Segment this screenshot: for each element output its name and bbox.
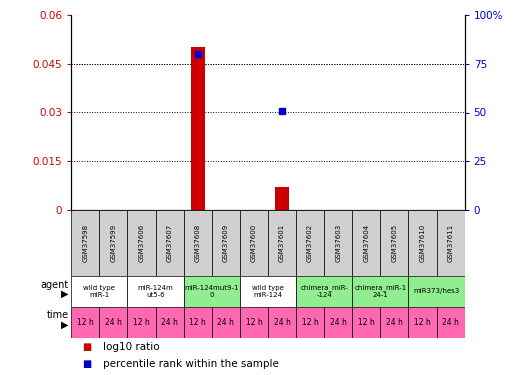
Text: GSM37610: GSM37610 xyxy=(419,224,426,262)
Text: GSM37598: GSM37598 xyxy=(82,224,88,262)
Bar xyxy=(212,307,240,338)
Text: GSM37601: GSM37601 xyxy=(279,224,285,262)
Text: ▶: ▶ xyxy=(61,320,69,330)
Bar xyxy=(324,307,352,338)
Text: GSM37607: GSM37607 xyxy=(167,224,173,262)
Text: GSM37604: GSM37604 xyxy=(363,224,369,262)
Text: chimera_miR-
-124: chimera_miR- -124 xyxy=(300,285,348,298)
Text: 24 h: 24 h xyxy=(386,318,403,327)
Text: GSM37606: GSM37606 xyxy=(138,224,145,262)
Text: ■: ■ xyxy=(82,359,91,369)
Text: GSM37600: GSM37600 xyxy=(251,224,257,262)
Text: log10 ratio: log10 ratio xyxy=(103,342,159,352)
Bar xyxy=(184,307,212,338)
Bar xyxy=(127,276,184,307)
Text: 12 h: 12 h xyxy=(301,318,318,327)
Bar xyxy=(127,210,156,276)
Text: GSM37609: GSM37609 xyxy=(223,224,229,262)
Text: percentile rank within the sample: percentile rank within the sample xyxy=(103,359,279,369)
Bar xyxy=(184,210,212,276)
Bar xyxy=(437,210,465,276)
Bar xyxy=(409,210,437,276)
Text: GSM37605: GSM37605 xyxy=(391,224,398,262)
Bar xyxy=(268,307,296,338)
Text: ■: ■ xyxy=(82,342,91,352)
Bar xyxy=(240,307,268,338)
Text: GSM37599: GSM37599 xyxy=(110,224,117,262)
Bar xyxy=(71,276,127,307)
Text: ▶: ▶ xyxy=(61,289,69,299)
Text: chimera_miR-1
24-1: chimera_miR-1 24-1 xyxy=(354,285,407,298)
Text: time: time xyxy=(46,310,69,320)
Bar xyxy=(212,210,240,276)
Text: wild type
miR-1: wild type miR-1 xyxy=(83,285,115,298)
Bar xyxy=(184,276,240,307)
Text: 24 h: 24 h xyxy=(442,318,459,327)
Text: 12 h: 12 h xyxy=(133,318,150,327)
Text: miR-124mut9-1
0: miR-124mut9-1 0 xyxy=(184,285,239,298)
Text: GSM37603: GSM37603 xyxy=(335,224,341,262)
Bar xyxy=(380,210,409,276)
Text: 24 h: 24 h xyxy=(330,318,347,327)
Text: 12 h: 12 h xyxy=(77,318,93,327)
Text: 12 h: 12 h xyxy=(190,318,206,327)
Bar xyxy=(240,210,268,276)
Text: GSM37611: GSM37611 xyxy=(448,224,454,262)
Bar xyxy=(71,307,99,338)
Text: GSM37602: GSM37602 xyxy=(307,224,313,262)
Text: 12 h: 12 h xyxy=(246,318,262,327)
Bar xyxy=(409,276,465,307)
Bar xyxy=(296,276,352,307)
Text: miR-124m
ut5-6: miR-124m ut5-6 xyxy=(138,285,173,298)
Text: GSM37608: GSM37608 xyxy=(195,224,201,262)
Bar xyxy=(296,210,324,276)
Bar xyxy=(352,307,380,338)
Text: 24 h: 24 h xyxy=(161,318,178,327)
Bar xyxy=(156,307,184,338)
Bar xyxy=(324,210,352,276)
Bar xyxy=(99,210,127,276)
Bar xyxy=(409,307,437,338)
Bar xyxy=(275,187,289,210)
Bar xyxy=(191,48,205,210)
Bar xyxy=(380,307,409,338)
Bar xyxy=(71,210,99,276)
Text: miR373/hes3: miR373/hes3 xyxy=(413,288,460,294)
Text: 24 h: 24 h xyxy=(274,318,290,327)
Bar xyxy=(127,307,156,338)
Bar xyxy=(352,276,409,307)
Text: 12 h: 12 h xyxy=(358,318,375,327)
Bar xyxy=(352,210,380,276)
Bar xyxy=(268,210,296,276)
Bar xyxy=(437,307,465,338)
Bar xyxy=(296,307,324,338)
Bar xyxy=(240,276,296,307)
Bar xyxy=(99,307,127,338)
Text: wild type
miR-124: wild type miR-124 xyxy=(252,285,284,298)
Bar xyxy=(156,210,184,276)
Text: agent: agent xyxy=(40,280,69,290)
Text: 12 h: 12 h xyxy=(414,318,431,327)
Text: 24 h: 24 h xyxy=(105,318,122,327)
Text: 24 h: 24 h xyxy=(218,318,234,327)
